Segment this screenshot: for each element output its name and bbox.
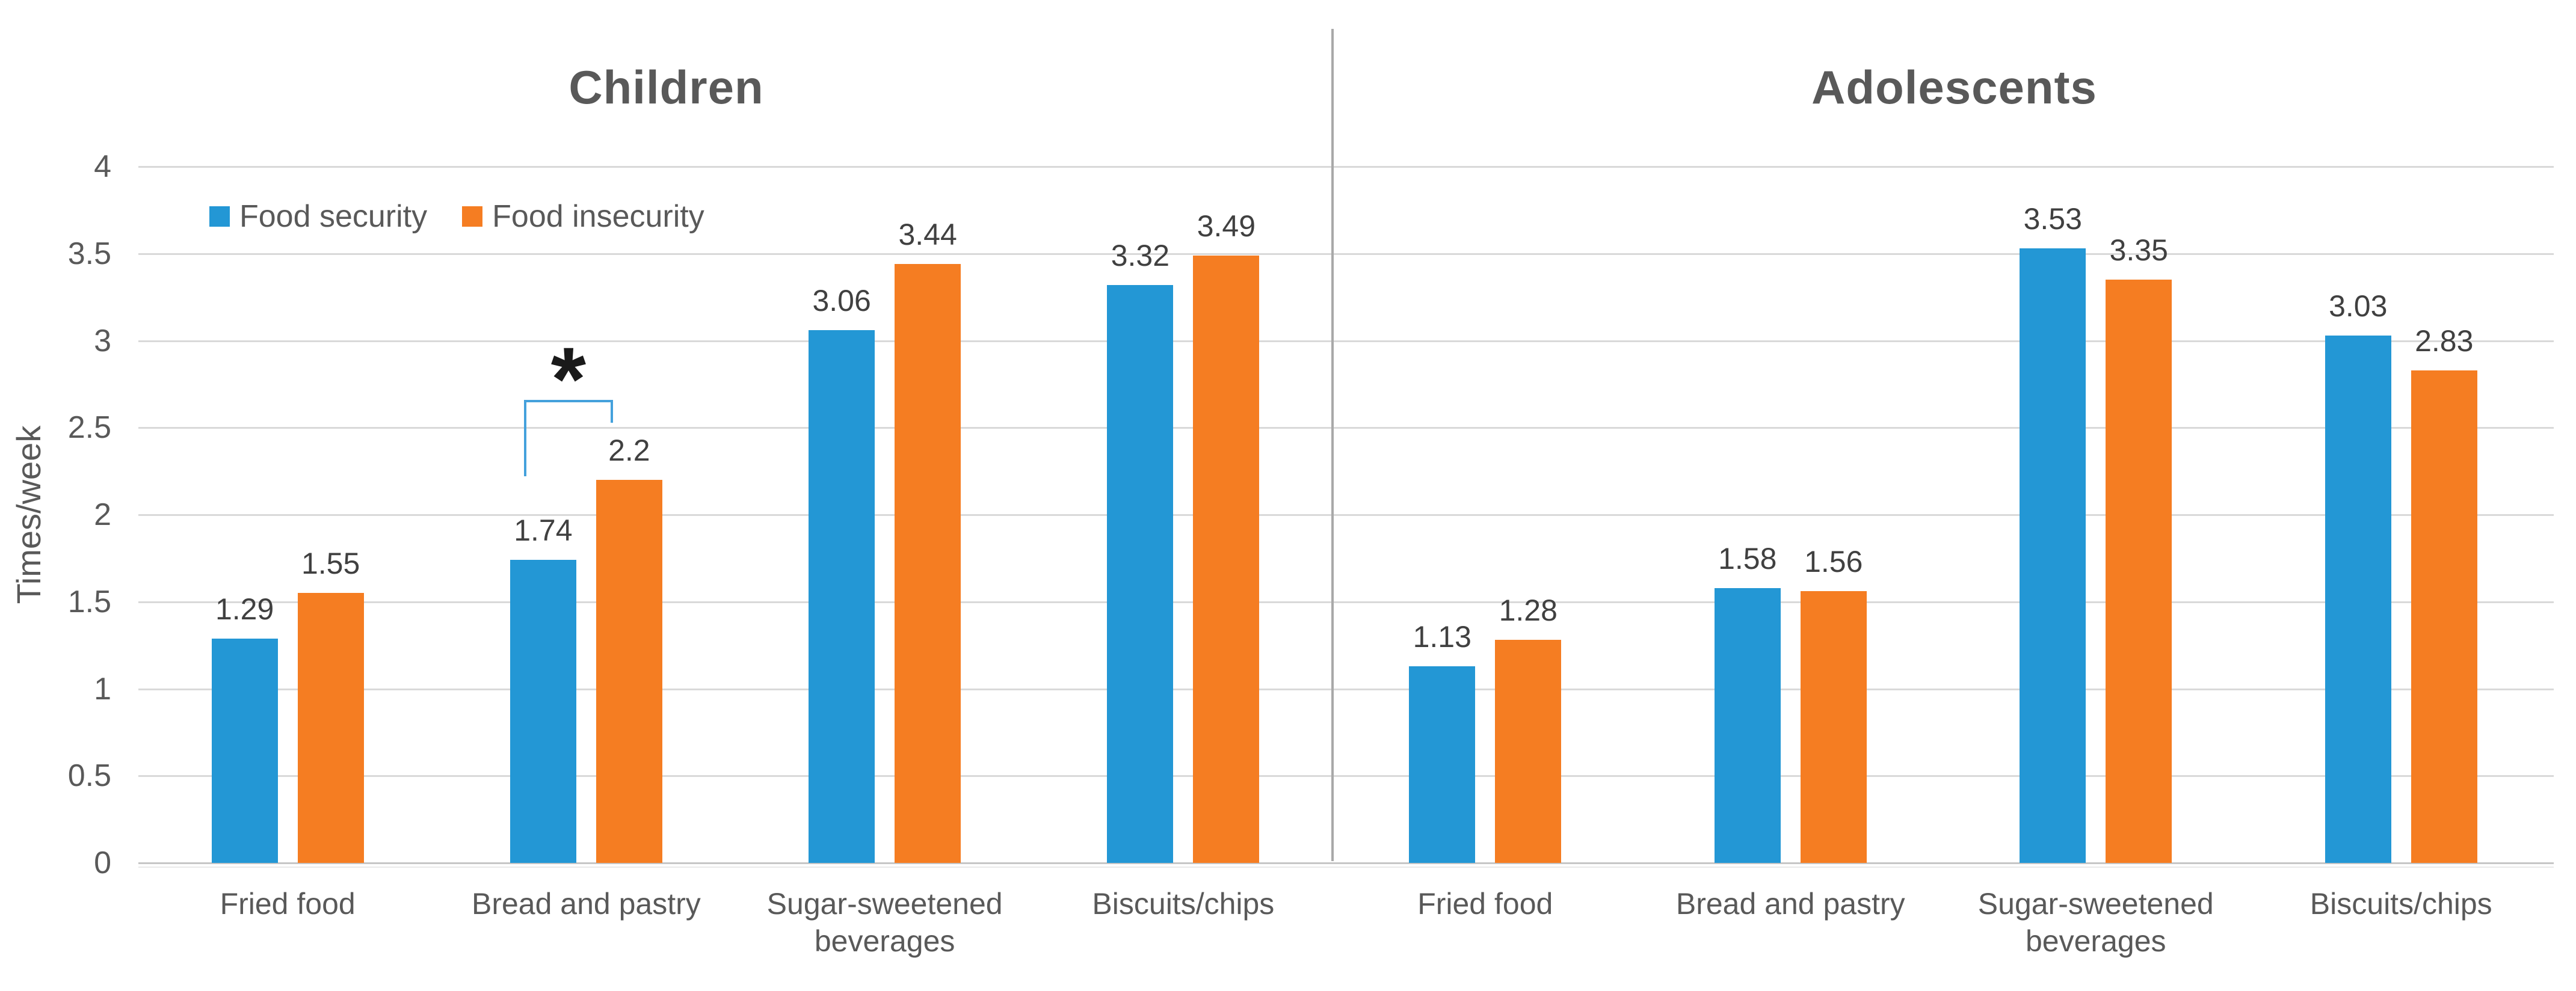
category-label: Biscuits/chips	[1092, 887, 1275, 921]
significance-bracket-right-tick	[610, 400, 613, 423]
bar-value-label: 1.58	[1718, 541, 1777, 575]
food-security-bar	[1409, 666, 1476, 863]
food-security-bar	[2020, 248, 2086, 863]
food-security-swatch-icon	[209, 206, 230, 227]
y-tick-label: 4	[94, 149, 111, 184]
bar-value-label: 1.29	[215, 592, 274, 626]
bar-value-label: 3.35	[2109, 233, 2168, 268]
bar-value-label: 2.83	[2415, 324, 2474, 358]
gridline	[138, 166, 2554, 168]
category-label: Sugar-sweetened beverages	[766, 887, 1003, 958]
y-tick-label: 0.5	[67, 758, 111, 794]
significance-bracket-horizontal	[523, 400, 613, 402]
panel-divider-line	[1331, 29, 1334, 861]
gridline	[138, 688, 2554, 690]
gridline	[138, 514, 2554, 516]
significance-asterisk: *	[550, 328, 587, 429]
gridline	[138, 601, 2554, 603]
category-label: Fried food	[1417, 887, 1553, 921]
bar-value-label: 1.74	[514, 514, 573, 548]
food-insecurity-bar	[596, 480, 662, 863]
category-label: Biscuits/chips	[2309, 887, 2492, 921]
bar-value-label: 1.28	[1499, 594, 1558, 628]
legend-label-food-security: Food security	[239, 199, 428, 234]
food-insecurity-bar	[1800, 591, 1867, 863]
food-insecurity-bar	[2411, 370, 2477, 863]
bar-value-label: 3.49	[1197, 209, 1256, 243]
bar-value-label: 3.03	[2329, 289, 2388, 323]
y-tick-label: 2	[94, 497, 111, 532]
panel-title-children: Children	[569, 61, 764, 114]
food-security-bar	[510, 560, 576, 863]
significance-bracket-left-drop	[523, 400, 526, 476]
category-label: Sugar-sweetened beverages	[1977, 887, 2214, 958]
gridline	[138, 775, 2554, 778]
panel-title-adolescents: Adolescents	[1811, 61, 2097, 114]
y-tick-label: 1	[94, 671, 111, 707]
bar-value-label: 1.13	[1413, 619, 1471, 654]
food-security-bar	[211, 638, 278, 863]
food-security-bar	[2325, 335, 2391, 863]
bar-value-label: 2.2	[608, 434, 650, 468]
gridline	[138, 340, 2554, 342]
legend-item-food-security: Food security	[209, 198, 427, 235]
y-tick-label: 1.5	[67, 584, 111, 619]
x-axis-line	[138, 862, 2554, 864]
y-tick-label: 3.5	[67, 236, 111, 271]
food-insecurity-bar	[2106, 280, 2172, 863]
food-insecurity-bar	[895, 264, 961, 863]
bar-value-label: 3.44	[898, 218, 957, 252]
gridline	[138, 253, 2554, 255]
x-axis-shadow-line	[138, 867, 2554, 868]
bar-value-label: 3.53	[2023, 202, 2082, 236]
food-security-bar	[1107, 284, 1174, 863]
y-tick-label: 3	[94, 323, 111, 358]
category-label: Bread and pastry	[1675, 887, 1905, 921]
food-insecurity-bar	[1193, 255, 1260, 863]
legend-item-food-insecurity: Food insecurity	[462, 198, 704, 235]
legend-label-food-insecurity: Food insecurity	[492, 199, 704, 234]
category-label: Fried food	[220, 887, 356, 921]
bar-value-label: 1.55	[301, 547, 360, 581]
bar-value-label: 1.56	[1804, 545, 1863, 579]
y-tick-label: 2.5	[67, 410, 111, 446]
y-tick-label: 0	[94, 845, 111, 880]
food-insecurity-bar	[297, 593, 364, 863]
gridline	[138, 427, 2554, 429]
food-security-bar	[1714, 588, 1781, 863]
food-security-bar	[809, 330, 875, 863]
bar-value-label: 3.06	[812, 284, 871, 318]
food-insecurity-swatch-icon	[462, 206, 483, 227]
bar-value-label: 3.32	[1111, 238, 1170, 272]
legend: Food security Food insecurity	[209, 198, 739, 235]
food-insecurity-bar	[1495, 640, 1562, 863]
category-label: Bread and pastry	[471, 887, 701, 921]
